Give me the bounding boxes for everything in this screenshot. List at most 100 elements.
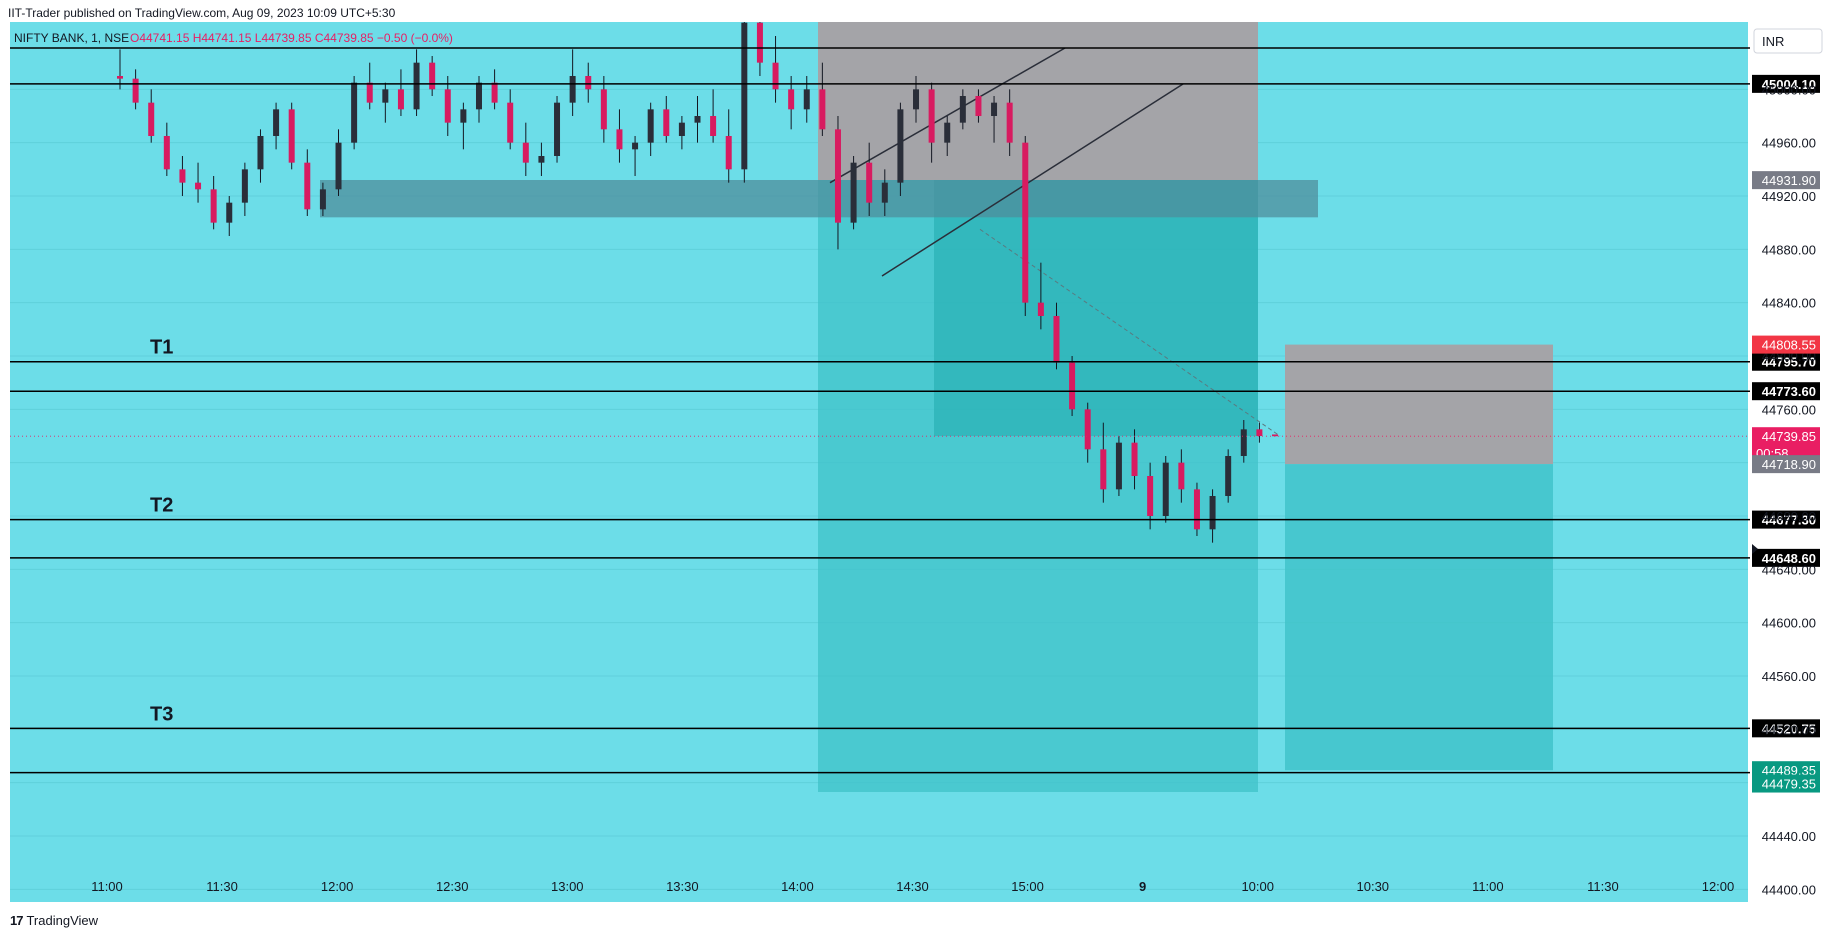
candle [585,76,592,90]
price-label-badge [1752,74,1820,93]
price-label: 45004.10 [1762,77,1816,92]
candle [1053,316,1060,363]
candle [647,109,654,143]
candle [725,136,732,170]
candle [397,89,404,110]
tradingview-footer[interactable]: 17 TradingView [10,913,98,928]
price-chart[interactable]: 45004.10 T1 44795.70 44773.60 T2 44677.30 4464… [0,22,1835,937]
price-badge [1752,335,1820,354]
price-tick-label: 44920.00 [1762,189,1816,204]
candle [1193,489,1200,530]
candle [1162,462,1169,516]
candle [163,136,170,170]
scroll-marker-icon[interactable] [1752,544,1758,554]
candle [226,202,233,223]
candle [1240,429,1247,456]
time-tick-label: 13:30 [666,879,699,894]
candle [444,89,451,123]
price-label: 44795.70 [1762,355,1816,370]
candle [475,82,482,110]
candle [522,142,529,163]
time-tick-label: 10:30 [1357,879,1390,894]
candle [117,76,123,79]
price-label-badge [1752,382,1820,401]
candle [569,76,576,103]
candle [491,82,498,103]
time-tick-label: 11:00 [91,879,123,894]
price-label: 44773.60 [1762,384,1816,399]
candle [788,89,795,110]
candle [460,109,467,123]
price-tick-label: 44840.00 [1762,296,1816,311]
candle [319,189,326,210]
candle [881,182,888,203]
price-badge-label: 44739.85 [1762,429,1816,444]
price-label-badge [1752,548,1820,567]
price-tick-label: 44960.00 [1762,136,1816,151]
candle [1006,102,1013,143]
candle [1225,456,1232,496]
currency-selector[interactable] [1753,28,1823,54]
time-tick-label: 9 [1139,879,1146,894]
candle [991,102,998,116]
channel-lower-line [881,83,1184,277]
candle [1178,462,1185,490]
time-tick-label: 12:30 [436,879,469,894]
time-axis-background [10,902,1748,937]
candle [1256,429,1263,436]
candle [1084,409,1091,450]
time-tick-label: 15:00 [1011,879,1044,894]
price-axis-background [1750,22,1835,937]
candle [1272,434,1278,437]
short-position-1-stop-zone [818,22,1258,180]
price-badge [1752,171,1820,190]
short-position-2-stop-zone [1285,344,1553,465]
price-label: 44677.30 [1762,513,1816,528]
time-tick-label: 12:00 [321,879,354,894]
candle [975,96,982,116]
time-tick-label: 11:00 [1472,879,1504,894]
candle [710,116,717,136]
candle [741,22,748,170]
inner-target-zone [934,180,1258,436]
price-tick-label: 44560.00 [1762,669,1816,684]
candle [1115,442,1122,490]
candle [944,122,951,143]
projection-dashed-line [979,228,1281,437]
candle [132,78,139,103]
ohlc-legend: O44741.15 H44741.15 L44739.85 C44739.85 … [130,31,453,45]
candle [866,162,873,203]
price-badge-label: 44931.90 [1762,173,1816,188]
candle [554,102,561,156]
candle [351,82,358,143]
candle [1037,302,1044,316]
price-badge-label: 44479.35 [1762,777,1816,792]
supply-zone [320,180,1318,218]
candle [803,89,810,110]
candle [241,169,248,203]
candle [257,136,264,170]
time-tick-label: 14:00 [781,879,814,894]
price-tick-label: 44640.00 [1762,562,1816,577]
price-tick-label: 44600.00 [1762,616,1816,631]
candle [382,89,389,103]
candle [694,116,701,123]
candle [1022,142,1029,303]
candle [897,109,904,183]
price-tick-label: 44520.00 [1762,722,1816,737]
price-badge-label: 44718.90 [1762,457,1816,472]
time-tick-label: 13:00 [551,879,584,894]
candle [819,89,826,130]
candle [913,89,920,110]
candle [210,189,217,223]
candle [959,96,966,123]
candle [1131,442,1138,476]
price-tick-label: 44760.00 [1762,402,1816,417]
candle [772,62,779,90]
price-tick-label: 45000.00 [1762,82,1816,97]
price-badge [1752,455,1820,474]
price-tick-label: 44440.00 [1762,829,1816,844]
candle [678,122,685,136]
candle [288,109,295,163]
price-tick-label: 44400.00 [1762,882,1816,897]
